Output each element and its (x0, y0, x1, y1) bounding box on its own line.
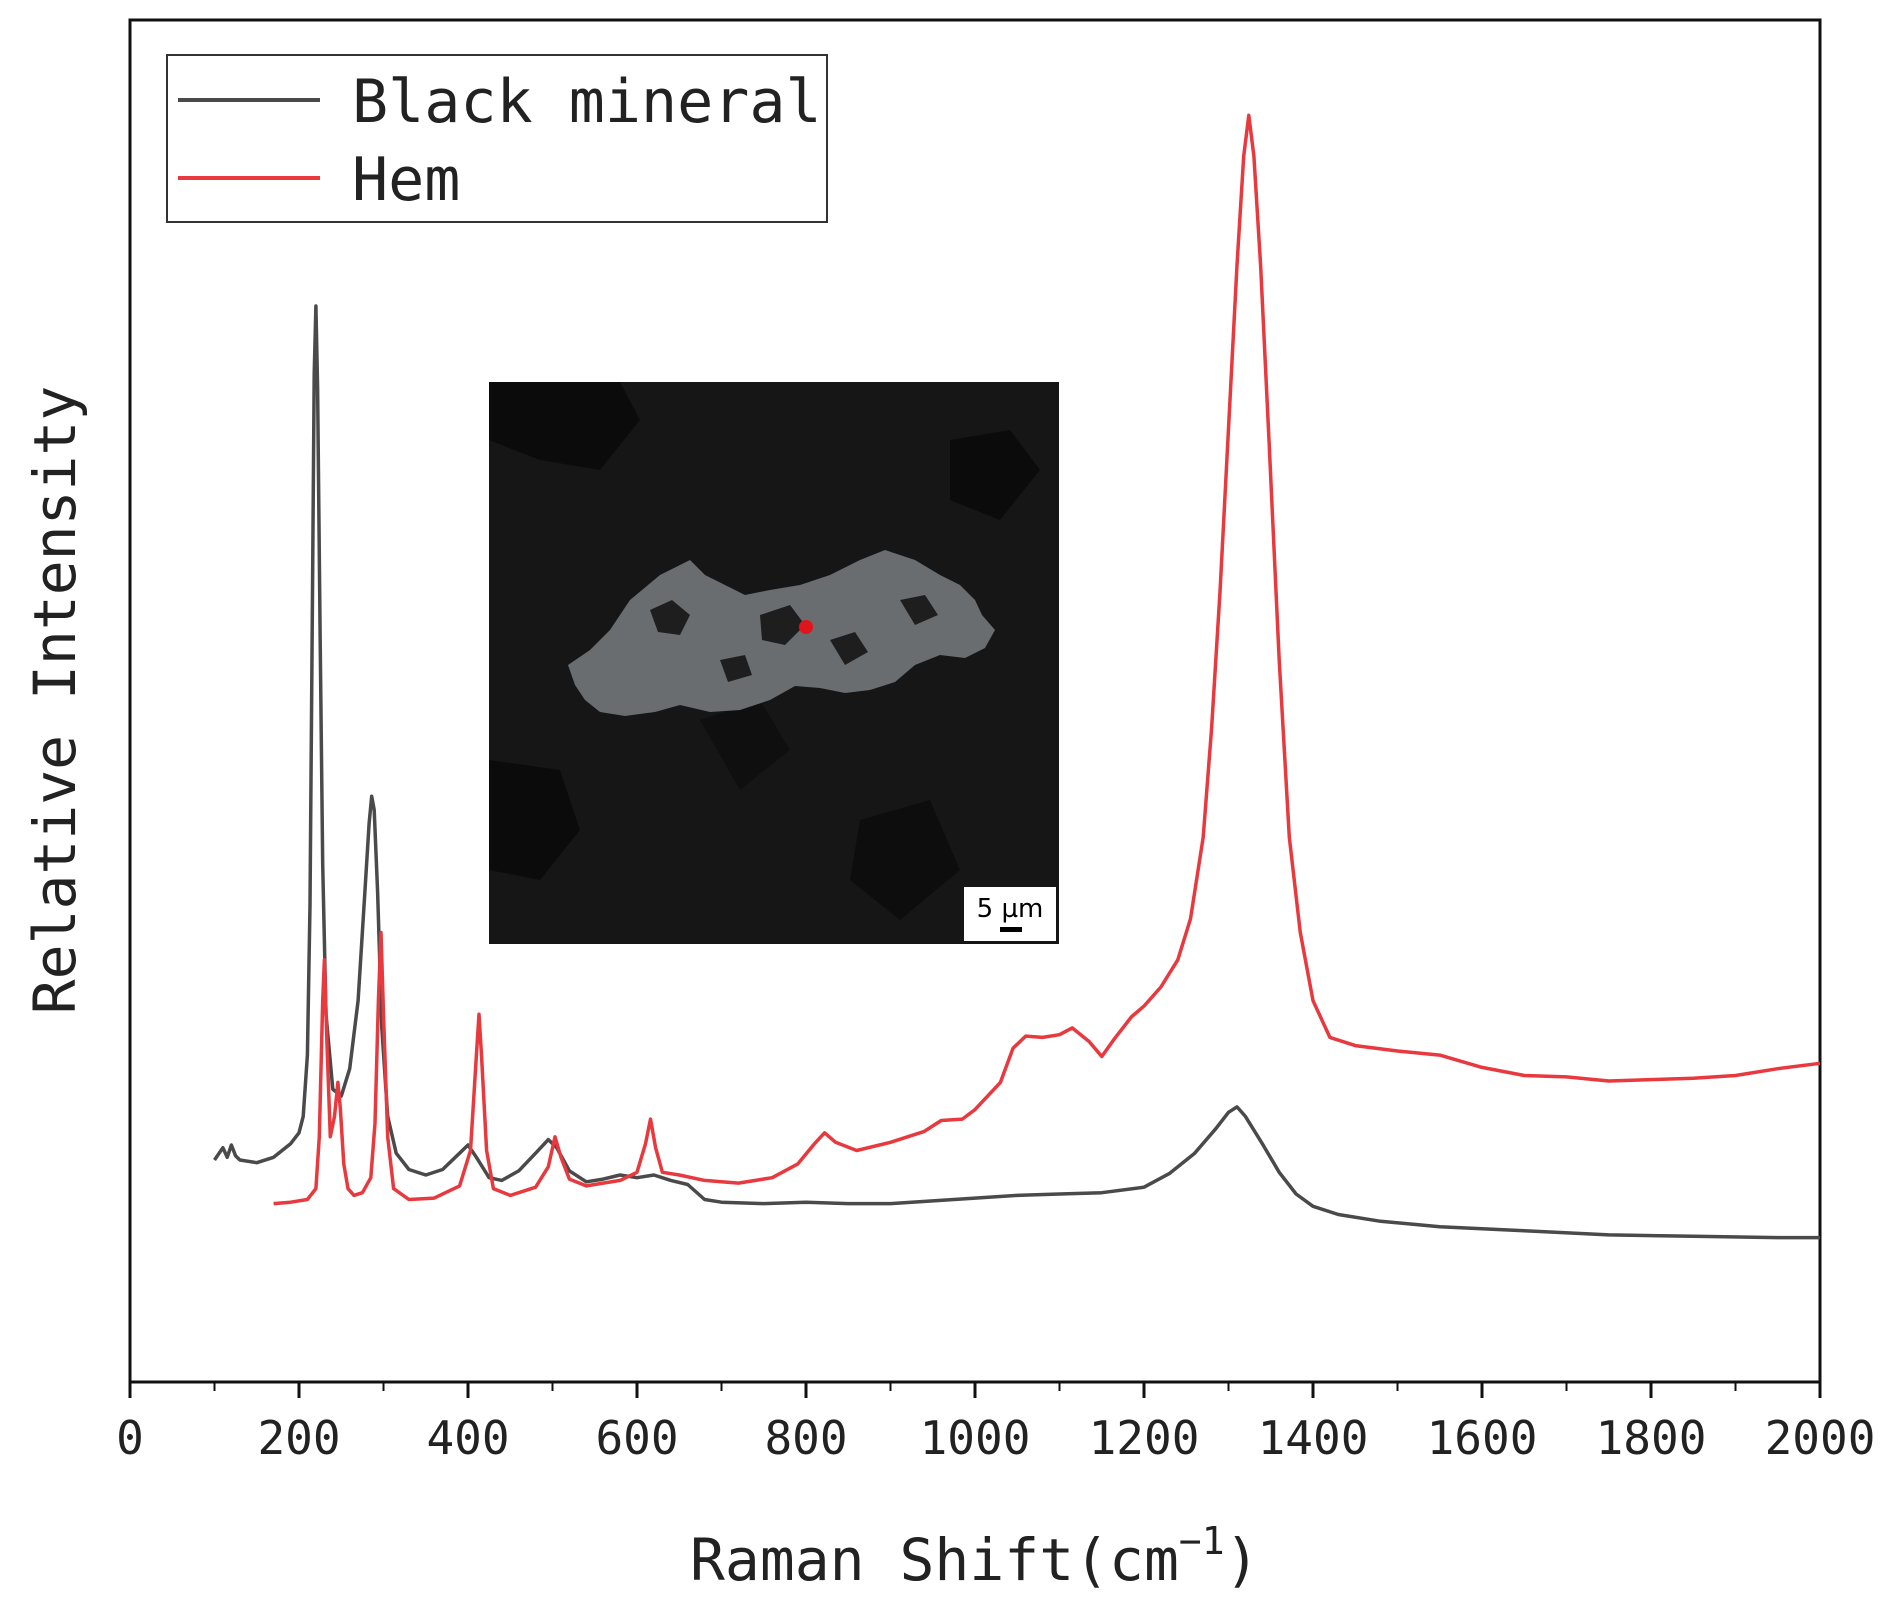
x-axis-title-superscript: −1 (1179, 1519, 1225, 1563)
dark-patch (850, 800, 960, 920)
x-tick-label: 800 (764, 1411, 847, 1465)
x-axis-ticks: 0 200 400 600 800 1000 1200 1400 1600 1800 2000 (116, 1382, 1875, 1465)
x-tick-label: 1200 (1089, 1411, 1200, 1465)
grain-hole (830, 632, 868, 665)
x-tick-label: 0 (116, 1411, 144, 1465)
x-tick-label: 1000 (920, 1411, 1031, 1465)
series-line-black-mineral (213, 304, 1820, 1240)
y-axis-title: Relative Intensity (21, 386, 89, 1015)
legend-box (166, 54, 828, 223)
x-axis-title-main: Raman Shift(cm (690, 1526, 1179, 1594)
scale-bar (1000, 927, 1022, 932)
legend-label-black-mineral: Black mineral (352, 67, 822, 137)
dark-patch (489, 382, 640, 470)
series-layer (213, 113, 1821, 1240)
legend: Black mineral Hem (166, 54, 828, 223)
x-tick-label: 1800 (1596, 1411, 1707, 1465)
analysis-spot-marker (799, 620, 813, 634)
x-tick-label: 1400 (1258, 1411, 1369, 1465)
grain-hole (760, 605, 805, 645)
x-tick-label: 400 (426, 1411, 509, 1465)
grain-hole (900, 595, 938, 625)
grain-hole (650, 600, 690, 635)
x-axis-title-suffix: ) (1225, 1526, 1260, 1594)
series-line-hem (273, 113, 1821, 1206)
grain-hole (720, 655, 752, 682)
dark-patch (489, 760, 580, 880)
legend-label-hem: Hem (352, 145, 460, 215)
inset-micrograph: 5 µm (489, 382, 1059, 944)
x-tick-label: 200 (257, 1411, 340, 1465)
x-axis-title: Raman Shift(cm−1) (690, 1519, 1260, 1594)
dark-patch (700, 700, 790, 790)
x-tick-label: 600 (595, 1411, 678, 1465)
x-tick-label: 1600 (1427, 1411, 1538, 1465)
x-tick-label: 2000 (1765, 1411, 1876, 1465)
dark-patch (950, 430, 1040, 520)
scale-bar-label: 5 µm (977, 894, 1044, 924)
